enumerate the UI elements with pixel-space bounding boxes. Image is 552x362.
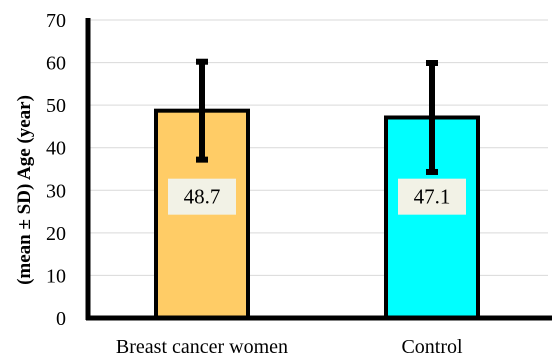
data-label-box-1	[168, 178, 236, 215]
data-label-2: 47.1	[414, 185, 451, 209]
y-tick-label-30: 30	[46, 180, 66, 202]
y-tick-label-50: 50	[46, 95, 66, 117]
y-tick-label-70: 70	[46, 10, 66, 32]
x-tick-label-1: Breast cancer women	[116, 336, 288, 358]
error-bars	[196, 58, 438, 175]
x-tick-label-2: Control	[401, 336, 463, 358]
x-axis-category-labels: Breast cancer women Control	[116, 336, 463, 358]
y-tick-label-40: 40	[46, 138, 66, 160]
data-label-box-2	[398, 178, 466, 215]
data-label-1: 48.7	[184, 185, 221, 209]
y-tick-label-10: 10	[46, 265, 66, 287]
data-labels: 48.7 47.1	[168, 178, 466, 215]
y-tick-label-20: 20	[46, 223, 66, 245]
y-axis-title: (mean ± SD) Age (year)	[14, 95, 35, 285]
y-axis-tick-labels: 0 10 20 30 40 50 60 70	[46, 10, 66, 330]
y-tick-label-60: 60	[46, 53, 66, 75]
y-tick-label-0: 0	[56, 308, 66, 330]
